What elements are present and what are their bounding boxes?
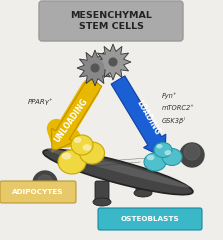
Ellipse shape [162, 149, 182, 166]
Text: PPARγ⁺: PPARγ⁺ [28, 99, 54, 105]
Text: mTORC2⁺: mTORC2⁺ [162, 105, 195, 111]
Text: GSK3β⁾: GSK3β⁾ [162, 116, 186, 124]
Circle shape [91, 64, 99, 72]
Ellipse shape [47, 149, 190, 187]
Ellipse shape [80, 142, 105, 164]
Text: ADIPOCYTES: ADIPOCYTES [12, 189, 64, 195]
Text: UNLOADING: UNLOADING [53, 96, 89, 144]
FancyBboxPatch shape [0, 181, 76, 203]
FancyBboxPatch shape [39, 1, 183, 41]
Text: OSTEOBLASTS: OSTEOBLASTS [121, 216, 179, 222]
Circle shape [109, 58, 117, 66]
Circle shape [104, 53, 122, 71]
Ellipse shape [83, 144, 91, 151]
Ellipse shape [147, 155, 155, 160]
Ellipse shape [74, 137, 81, 143]
Ellipse shape [58, 150, 86, 174]
Ellipse shape [43, 149, 193, 195]
FancyArrow shape [51, 78, 102, 152]
Ellipse shape [93, 198, 111, 206]
Ellipse shape [71, 135, 93, 155]
FancyBboxPatch shape [95, 181, 109, 203]
Circle shape [180, 143, 204, 167]
Circle shape [86, 59, 104, 77]
Ellipse shape [154, 143, 172, 157]
FancyBboxPatch shape [98, 208, 202, 230]
FancyArrow shape [111, 76, 166, 158]
Circle shape [184, 144, 200, 160]
Ellipse shape [144, 153, 166, 171]
Ellipse shape [62, 152, 71, 160]
Text: Fyn⁺: Fyn⁺ [162, 93, 177, 99]
Circle shape [37, 175, 53, 191]
Circle shape [33, 171, 57, 195]
Text: LOADING: LOADING [134, 99, 162, 137]
FancyBboxPatch shape [136, 172, 150, 194]
Text: MESENCHYMAL
STEM CELLS: MESENCHYMAL STEM CELLS [70, 11, 152, 31]
Polygon shape [95, 44, 131, 80]
Ellipse shape [156, 144, 163, 149]
Ellipse shape [134, 189, 152, 197]
Polygon shape [77, 50, 113, 86]
Ellipse shape [165, 150, 171, 155]
